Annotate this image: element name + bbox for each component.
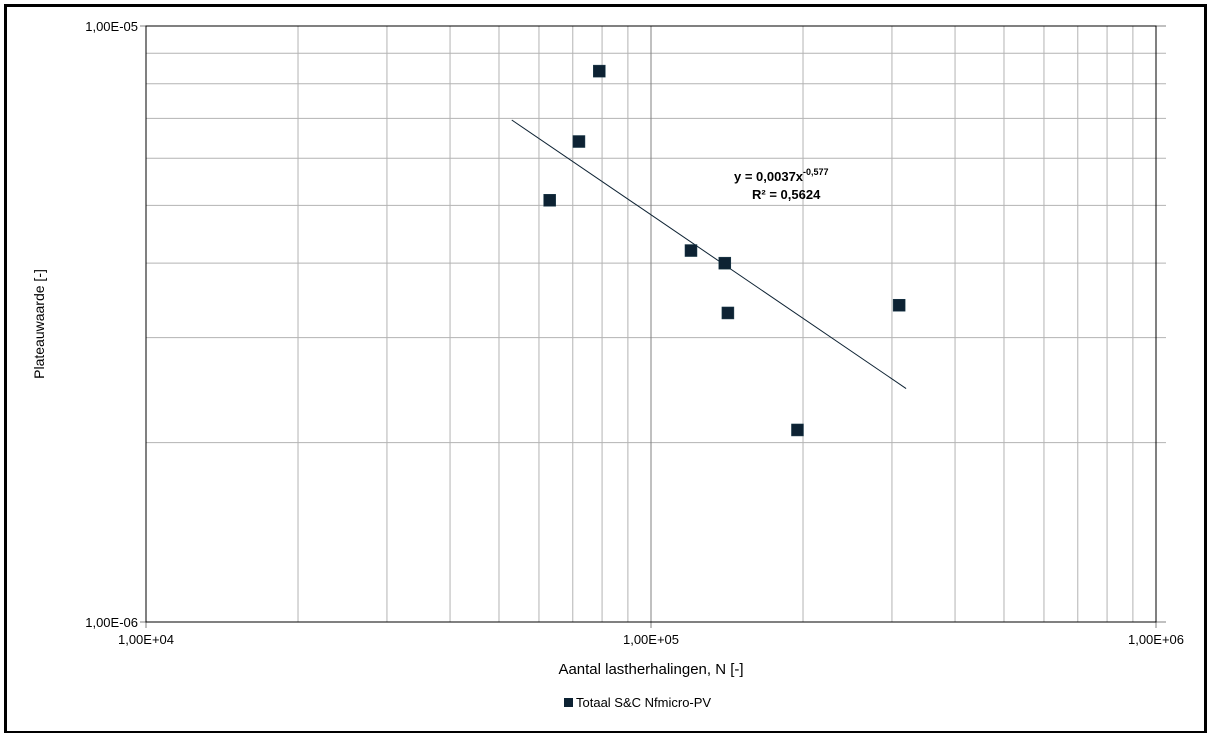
legend-label: Totaal S&C Nfmicro-PV bbox=[576, 695, 711, 710]
legend-marker bbox=[564, 698, 573, 707]
trendline-equation: y = 0,0037x-0,577 bbox=[734, 167, 829, 184]
y-tick-label: 1,00E-05 bbox=[85, 19, 138, 34]
data-point bbox=[892, 298, 906, 312]
y-tick-labels: 1,00E-06 1,00E-05 bbox=[85, 19, 138, 630]
plot-area-border bbox=[145, 25, 1157, 623]
data-point bbox=[572, 135, 586, 148]
data-points bbox=[543, 64, 906, 437]
legend: Totaal S&C Nfmicro-PV bbox=[564, 695, 711, 710]
data-point bbox=[791, 423, 804, 437]
data-point bbox=[684, 244, 698, 257]
chart-border bbox=[4, 4, 1207, 734]
x-axis-title: Aantal lastherhalingen, N [-] bbox=[558, 661, 743, 678]
data-point bbox=[593, 64, 606, 78]
r-squared-label: R² = 0,5624 bbox=[752, 187, 821, 202]
x-tick-label: 1,00E+06 bbox=[1128, 632, 1184, 647]
x-tick-labels: 1,00E+04 1,00E+05 1,00E+06 bbox=[118, 632, 1184, 647]
data-point bbox=[718, 256, 732, 270]
x-tick-label: 1,00E+04 bbox=[118, 632, 174, 647]
y-tick-label: 1,00E-06 bbox=[85, 615, 138, 630]
trendline bbox=[511, 119, 907, 389]
data-point bbox=[543, 194, 556, 207]
x-tick-label: 1,00E+05 bbox=[623, 632, 679, 647]
data-point bbox=[721, 306, 735, 320]
y-axis-title: Plateauwaarde [-] bbox=[31, 269, 47, 379]
